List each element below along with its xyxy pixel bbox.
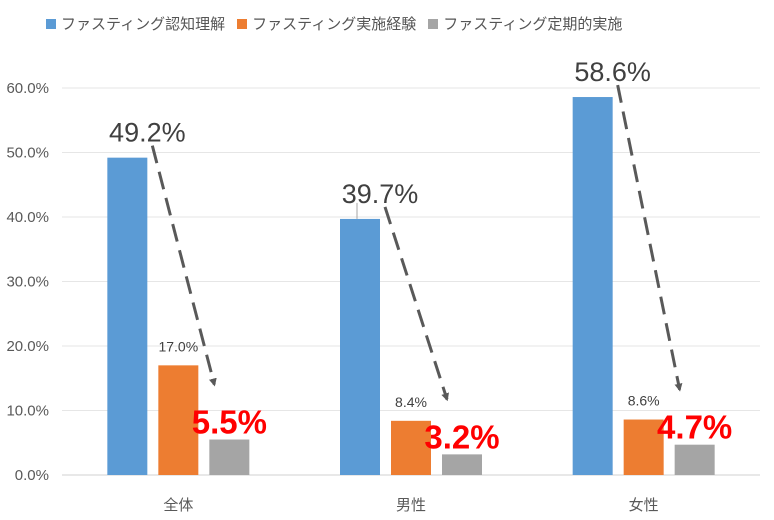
data-label-series-2: 8.4% xyxy=(395,394,427,410)
bar-series-3 xyxy=(442,454,482,475)
bar-series-1 xyxy=(572,97,613,475)
bar-series-2 xyxy=(391,420,431,475)
data-label-series-3: 5.5% xyxy=(192,404,267,441)
bar-series-3 xyxy=(674,444,715,475)
y-tick-label: 0.0% xyxy=(15,467,49,484)
data-label-series-3: 4.7% xyxy=(657,409,732,446)
bar-series-2 xyxy=(158,365,199,475)
legend-label-series-3: ファスティング定期的実施 xyxy=(443,15,623,33)
y-tick-label: 50.0% xyxy=(6,145,49,162)
y-tick-label: 20.0% xyxy=(6,338,49,355)
legend-item-series-2: ファスティング実施経験 xyxy=(237,13,416,34)
data-label-series-1: 49.2% xyxy=(109,118,186,148)
legend-label-series-2: ファスティング実施経験 xyxy=(252,15,417,33)
bar-series-1 xyxy=(107,157,148,475)
legend-swatch-series-1 xyxy=(46,18,56,29)
data-label-series-3: 3.2% xyxy=(424,418,499,455)
y-tick-label: 40.0% xyxy=(6,209,49,226)
legend-swatch-series-2 xyxy=(237,18,248,29)
data-label-series-2: 8.6% xyxy=(628,393,660,409)
legend-swatch-series-3 xyxy=(428,18,439,29)
x-category-label: 女性 xyxy=(629,496,659,514)
chart-legend: ファスティング認知理解 ファスティング実施経験 ファスティング定期的実施 xyxy=(46,13,622,34)
legend-item-series-3: ファスティング定期的実施 xyxy=(428,13,622,34)
bar-series-1 xyxy=(340,218,380,475)
x-category-label: 全体 xyxy=(163,496,193,514)
data-label-series-2: 17.0% xyxy=(158,338,198,354)
trend-arrow xyxy=(383,206,449,402)
y-tick-label: 60.0% xyxy=(6,80,49,97)
legend-item-series-1: ファスティング認知理解 xyxy=(46,13,225,34)
bar-series-3 xyxy=(209,439,250,475)
trend-arrow xyxy=(150,145,217,387)
data-label-series-1: 58.6% xyxy=(574,57,651,87)
y-tick-label: 10.0% xyxy=(6,403,49,420)
data-label-series-1: 39.7% xyxy=(342,179,419,209)
bar-series-2 xyxy=(623,419,664,475)
x-category-label: 男性 xyxy=(396,496,426,514)
legend-label-series-1: ファスティング認知理解 xyxy=(61,15,226,33)
y-tick-label: 30.0% xyxy=(6,274,49,291)
trend-arrow xyxy=(616,84,683,392)
